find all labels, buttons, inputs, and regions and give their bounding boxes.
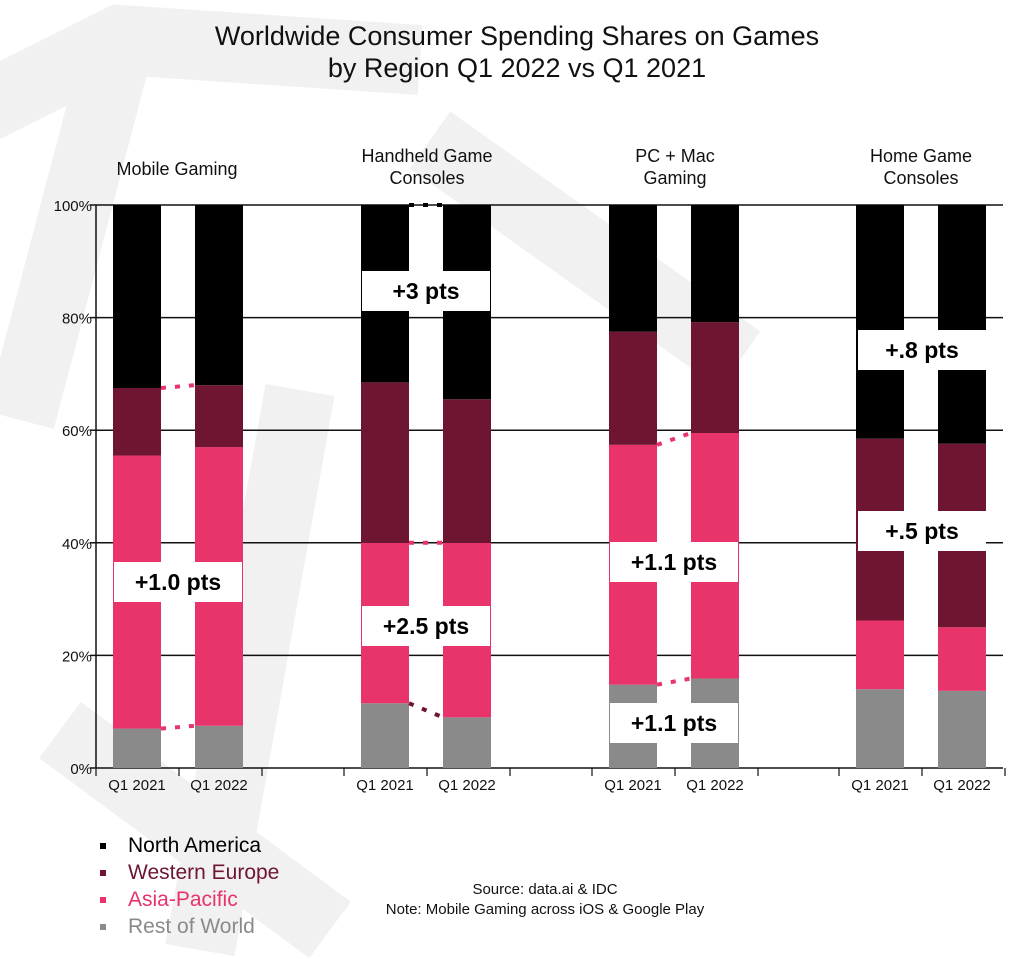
bar-segment-western-europe xyxy=(443,399,491,543)
y-tick-label: 60% xyxy=(62,423,92,440)
annotation-handheld-rest-of-world: +2.5 pts xyxy=(362,606,490,646)
bar-segment-rest-of-world xyxy=(938,690,986,768)
x-tick-label: Q1 2022 xyxy=(933,777,991,794)
bar-segment-western-europe xyxy=(195,385,243,448)
annotation-pc-mac-asia-pacific: +1.1 pts xyxy=(610,542,738,582)
legend-marker xyxy=(100,842,106,849)
note-text: Note: Mobile Gaming across iOS & Google … xyxy=(385,901,705,918)
x-tick-label: Q1 2022 xyxy=(190,777,248,794)
bar-segment-asia-pacific xyxy=(938,627,986,691)
bar-segment-western-europe xyxy=(609,331,657,445)
x-tick-label: Q1 2021 xyxy=(108,777,166,794)
annotation-pc-mac-rest-of-world: +1.1 pts xyxy=(610,703,738,743)
annotation-handheld-north-america: +3 pts xyxy=(362,271,490,311)
legend: North America Western Europe Asia-Pacifi… xyxy=(100,832,279,940)
connector-line xyxy=(160,723,196,731)
bar-segment-north-america xyxy=(113,205,161,388)
legend-marker xyxy=(100,896,106,903)
group-title-line: Mobile Gaming xyxy=(116,159,238,179)
bar-segment-asia-pacific xyxy=(856,620,904,690)
legend-item-asia-pacific: Asia-Pacific xyxy=(100,886,279,913)
x-tick-label: Q1 2021 xyxy=(851,777,909,794)
y-tick-label: 100% xyxy=(54,198,92,215)
bar-segment-north-america xyxy=(938,205,986,444)
bar-segment-western-europe xyxy=(361,382,409,543)
bar-segment-western-europe xyxy=(691,322,739,434)
bar-segment-north-america xyxy=(195,205,243,386)
y-tick-label: 20% xyxy=(62,648,92,665)
x-tick-label: Q1 2021 xyxy=(356,777,414,794)
legend-item-western-europe: Western Europe xyxy=(100,859,279,886)
group-title-line: PC + Mac xyxy=(635,146,715,166)
group-title-home-consoles: Home Game Consoles xyxy=(811,145,1024,189)
annotation-mobile-asia-pacific: +1.0 pts xyxy=(114,562,242,602)
bar-segment-rest-of-world xyxy=(361,703,409,768)
group-title-handheld-consoles: Handheld Game Consoles xyxy=(317,145,537,189)
legend-label: Western Europe xyxy=(128,860,280,884)
source-text: Source: data.ai & IDC xyxy=(472,881,618,898)
y-tick-label: 40% xyxy=(62,536,92,553)
x-tick-label: Q1 2021 xyxy=(604,777,662,794)
x-tick-label: Q1 2022 xyxy=(438,777,496,794)
group-title-pc-mac-gaming: PC + Mac Gaming xyxy=(565,145,785,189)
connector-line xyxy=(160,383,196,390)
bar-segment-north-america xyxy=(691,205,739,323)
x-tick-label: Q1 2022 xyxy=(686,777,744,794)
chart-title: Worldwide Consumer Spending Shares on Ga… xyxy=(0,20,1024,84)
legend-marker xyxy=(100,869,106,876)
legend-label: Rest of World xyxy=(128,914,255,938)
legend-marker xyxy=(100,923,106,930)
chart-title-line-1: Worldwide Consumer Spending Shares on Ga… xyxy=(214,21,820,51)
annotation-home-north-america: +.8 pts xyxy=(858,330,986,370)
legend-item-rest-of-world: Rest of World xyxy=(100,913,279,940)
connector-line xyxy=(656,431,692,447)
bar-segment-rest-of-world xyxy=(443,717,491,768)
bar-segment-rest-of-world xyxy=(856,689,904,768)
bar-segment-western-europe xyxy=(113,387,161,456)
y-tick-label: 0% xyxy=(70,761,92,778)
group-title-line: Handheld Game xyxy=(361,146,493,166)
y-tick-label: 80% xyxy=(62,311,92,328)
group-title-line: Consoles xyxy=(883,168,959,188)
bar-segment-rest-of-world xyxy=(113,728,161,768)
bar-segment-north-america xyxy=(609,205,657,332)
annotation-home-western-europe: +.5 pts xyxy=(858,511,986,551)
connector-line xyxy=(408,701,444,720)
chart-title-line-2: by Region Q1 2022 vs Q1 2021 xyxy=(327,53,707,83)
group-title-line: Consoles xyxy=(389,168,465,188)
bar-segment-north-america xyxy=(856,205,904,439)
bar-segment-rest-of-world xyxy=(195,725,243,768)
source-note: Source: data.ai & IDC Note: Mobile Gamin… xyxy=(370,880,720,920)
legend-item-north-america: North America xyxy=(100,832,279,859)
group-title-line: Home Game xyxy=(869,146,973,166)
legend-label: Asia-Pacific xyxy=(128,887,238,911)
legend-label: North America xyxy=(128,833,262,857)
connector-line xyxy=(656,676,692,687)
group-title-mobile-gaming: Mobile Gaming xyxy=(67,158,287,180)
group-title-line: Gaming xyxy=(643,168,707,188)
